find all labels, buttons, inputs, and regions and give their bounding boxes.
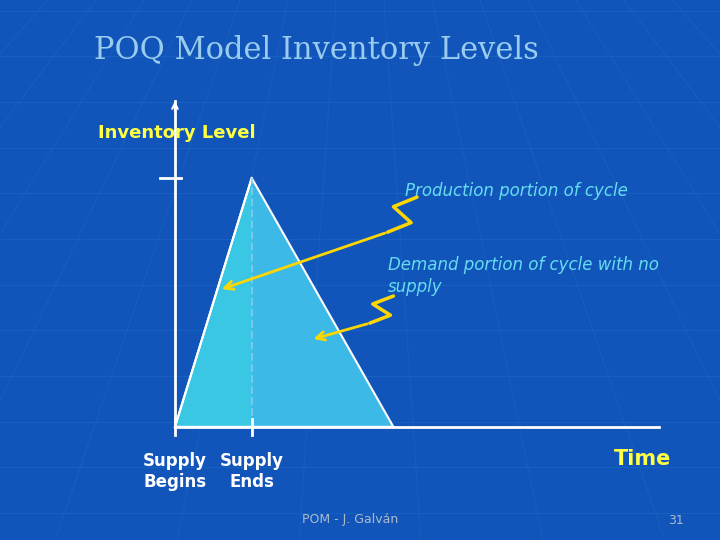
Text: Time: Time: [613, 449, 671, 469]
Text: Supply
Begins: Supply Begins: [143, 453, 207, 491]
Text: Production portion of cycle: Production portion of cycle: [405, 183, 628, 200]
Text: POQ Model Inventory Levels: POQ Model Inventory Levels: [94, 35, 539, 66]
Polygon shape: [175, 178, 252, 427]
Text: Demand portion of cycle with no
supply: Demand portion of cycle with no supply: [387, 256, 658, 296]
Text: Supply
Ends: Supply Ends: [220, 453, 284, 491]
Text: 31: 31: [668, 514, 684, 526]
Text: POM - J. Galván: POM - J. Galván: [302, 514, 399, 526]
Polygon shape: [175, 178, 393, 427]
Text: Inventory Level: Inventory Level: [98, 124, 256, 141]
